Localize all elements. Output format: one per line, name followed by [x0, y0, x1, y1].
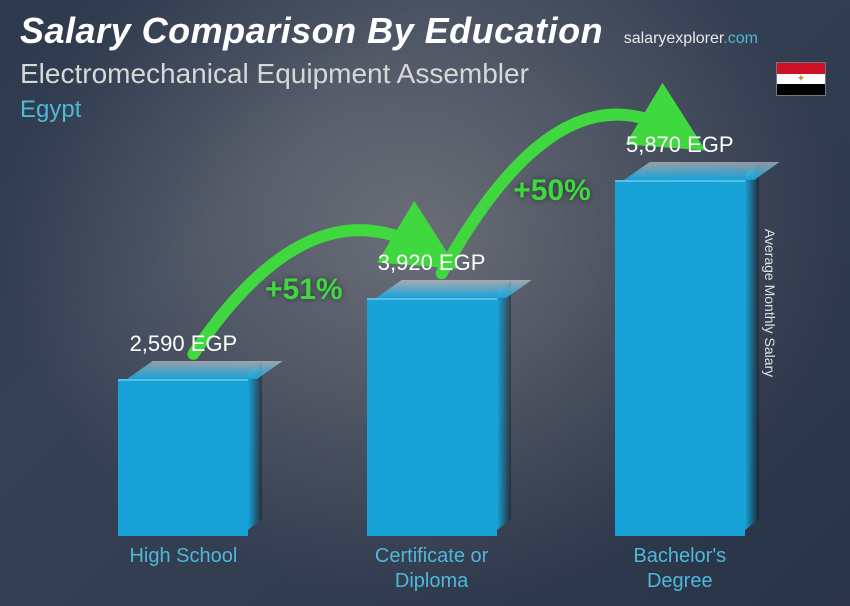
bar-category-label: High School [73, 544, 293, 569]
bar-front [615, 180, 745, 536]
bar-side [248, 362, 262, 530]
bar-front [118, 379, 248, 536]
source-name: salaryexplorer [624, 30, 724, 47]
country-flag-icon: ✦ [776, 62, 826, 96]
chart-container: Salary Comparison By Education salaryexp… [0, 0, 850, 606]
flag-stripe [777, 84, 825, 95]
bar-value-label: 3,920 EGP [332, 250, 532, 276]
page-title: Salary Comparison By Education [20, 10, 603, 52]
source-suffix: .com [723, 30, 758, 47]
bar-category-label: Certificate orDiploma [322, 544, 542, 594]
bar-category-label: Bachelor'sDegree [570, 544, 790, 594]
bar-value-label: 5,870 EGP [580, 132, 780, 158]
bar: 3,920 EGPCertificate orDiploma [367, 298, 497, 536]
bar: 5,870 EGPBachelor'sDegree [615, 180, 745, 536]
source-attribution: salaryexplorer.com [624, 30, 758, 48]
bar: 2,590 EGPHigh School [118, 379, 248, 536]
country-label: Egypt [20, 96, 81, 124]
flag-emblem-icon: ✦ [797, 74, 805, 85]
bar-side [497, 281, 511, 530]
bar-value-label: 2,590 EGP [83, 331, 283, 357]
increase-label: +50% [513, 174, 591, 208]
bar-top [376, 280, 532, 298]
bar-top [624, 162, 780, 180]
chart-area: 2,590 EGPHigh School 3,920 EGPCertificate… [60, 140, 790, 536]
job-title: Electromechanical Equipment Assembler [20, 58, 529, 90]
bar-top [127, 361, 283, 379]
flag-stripe [777, 63, 825, 74]
increase-label: +51% [265, 273, 343, 307]
bar-side [745, 163, 759, 530]
bar-front [367, 298, 497, 536]
